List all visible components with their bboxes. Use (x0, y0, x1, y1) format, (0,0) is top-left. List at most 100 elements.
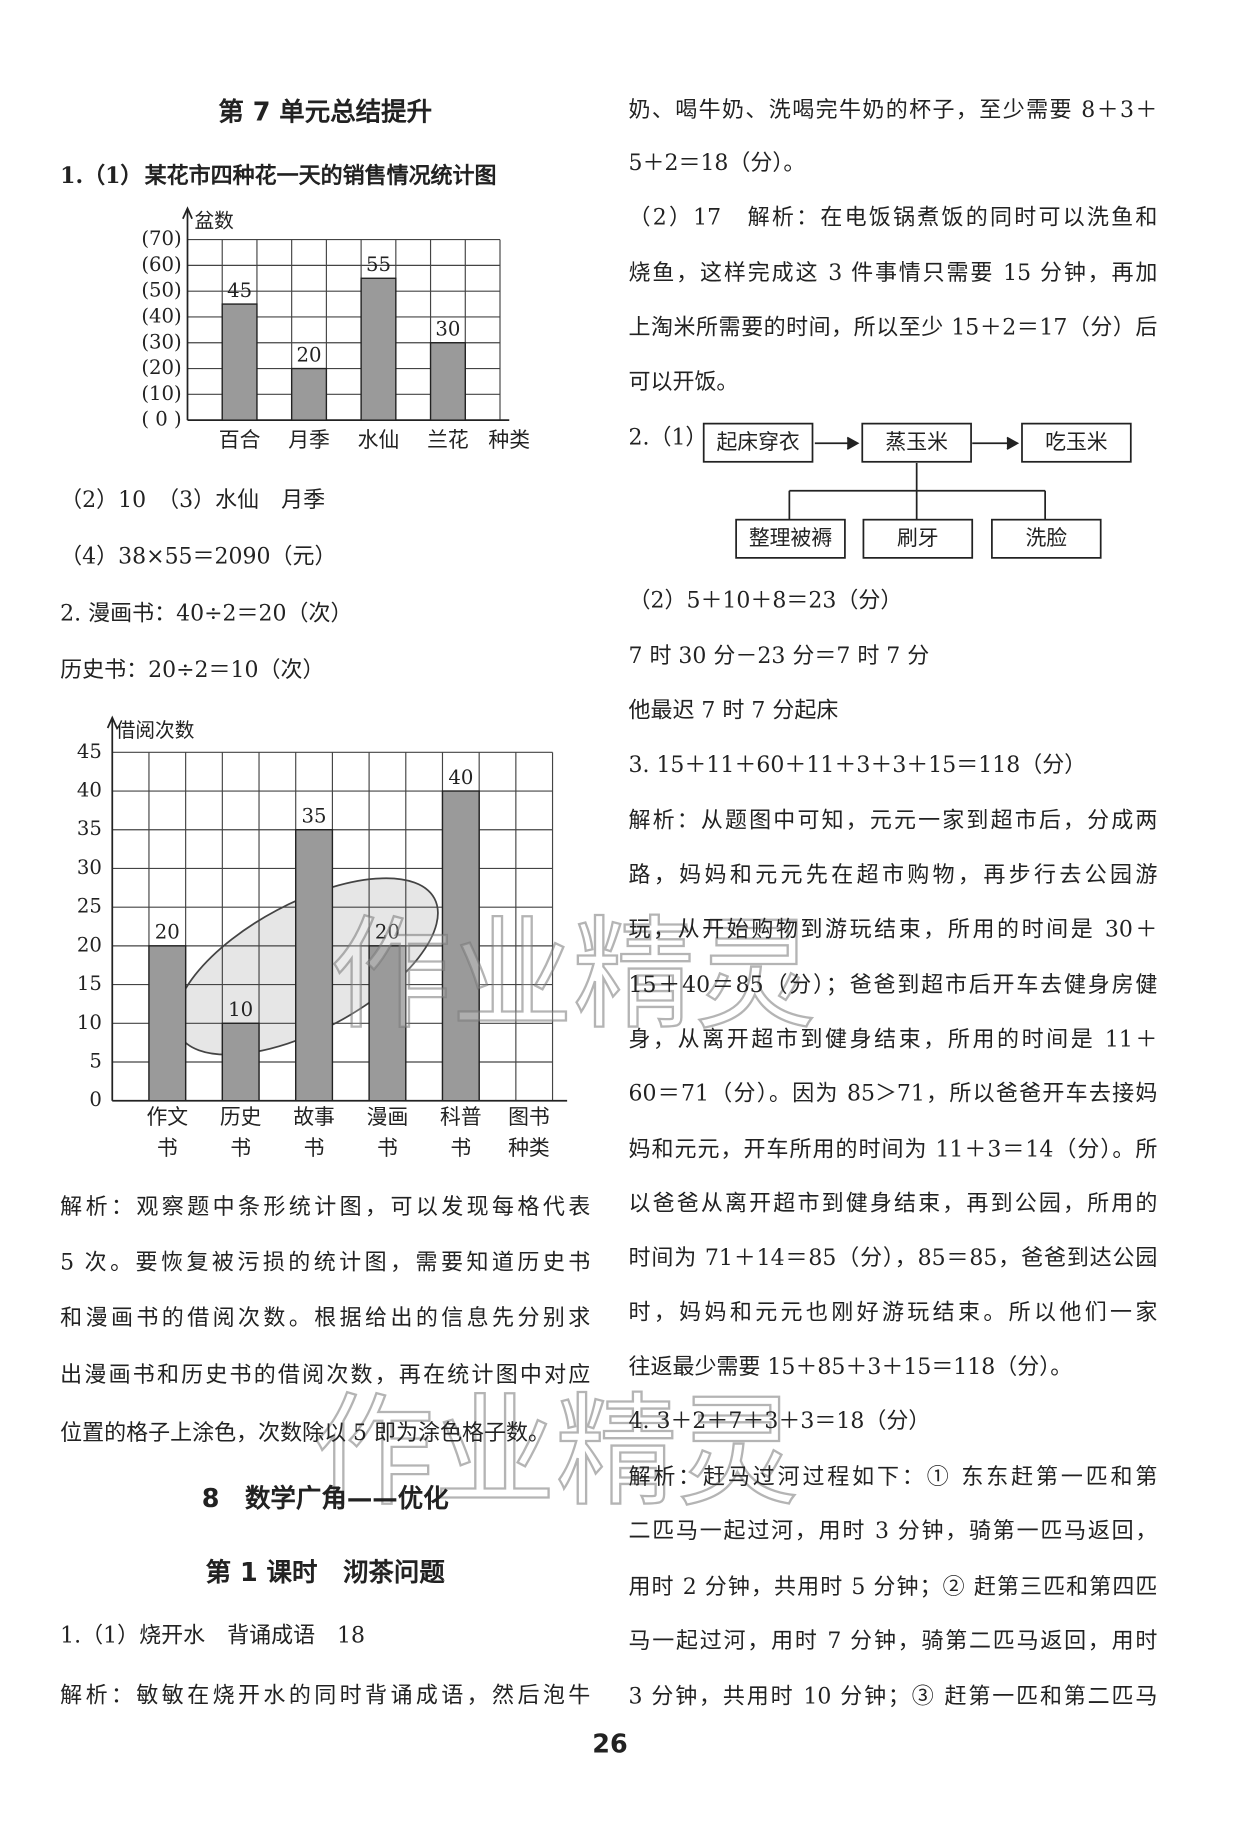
text-line: 15＋40＝85（分）；爸爸到超市后开车去健身房健 (628, 972, 1158, 998)
flow-box (735, 518, 846, 559)
text-line: 路，妈妈和元元先在超市购物，再步行去公园游 (628, 862, 1158, 888)
axis-arrow (182, 206, 193, 220)
text-line: 5＋2＝18（分）。 (628, 150, 806, 176)
text-line: 用时 2 分钟，共用时 5 分钟；② 赶第三匹和第四匹 (628, 1574, 1158, 1600)
x-tick-label: 历史书 (219, 1105, 262, 1161)
text-line: （2）10 （3）水仙 月季 (60, 487, 326, 513)
y-tick-label: 45 (77, 740, 102, 763)
text-line: 以爸爸从离开超市到健身结束，再到公园，所用的 (628, 1190, 1158, 1217)
text-line: 上淘米所需要的时间，所以至少 15＋2＝17（分）后 (628, 314, 1158, 341)
flow-label: 吃玉米 (1045, 430, 1108, 454)
flow-box (861, 422, 972, 463)
x-tick-label: 作文书 (146, 1105, 189, 1161)
data-label: 55 (366, 253, 391, 276)
text-line: 位置的格子上涂色，次数除以 5 即为涂色格子数。 (60, 1420, 550, 1446)
y-tick-label: (10) (141, 382, 181, 405)
text-line: 时，妈妈和元元也刚好游玩结束。所以他们一家 (628, 1299, 1158, 1326)
y-tick-label: 30 (77, 856, 102, 879)
text-line: 2.（1） (628, 424, 708, 451)
y-tick-label: ( 0 ) (141, 408, 181, 431)
text-line: 烧鱼，这样完成这 3 件事情只需要 15 分钟，再加 (628, 260, 1158, 286)
text-line: （4）38×55＝2090（元） (60, 543, 337, 570)
y-tick-label: (30) (141, 330, 181, 353)
data-label: 35 (302, 805, 327, 828)
text-line: 玩，从开始购物到游玩结束，所用的时间是 30＋ (628, 916, 1158, 943)
flow-box (991, 518, 1102, 559)
bar (221, 1022, 260, 1102)
text-line: 历史书：20÷2＝10（次） (60, 657, 325, 683)
y-tick-label: 0 (89, 1088, 102, 1111)
text-line: 妈和元元，开车所用的时间为 11＋3＝14（分）。所 (628, 1136, 1158, 1163)
question-label: 1.（1） (60, 163, 143, 189)
heading: 8 数学广角——优化 (201, 1484, 449, 1514)
axis-arrow (106, 715, 118, 729)
text-line: 可以开饭。 (628, 369, 739, 395)
text-line: 7 时 30 分－23 分＝7 时 7 分 (628, 643, 930, 669)
bar (441, 790, 480, 1102)
y-tick-label: 15 (77, 972, 102, 995)
text-line: 5 次。要恢复被污损的统计图，需要知道历史书 (60, 1250, 591, 1276)
chart-title: 某花市四种花一天的销售情况统计图 (144, 163, 497, 189)
text-line: 4. 3＋2＋7＋3＋3＝18（分） (628, 1408, 931, 1435)
watermark: 作业精灵 (313, 1381, 799, 1523)
bar (360, 277, 397, 421)
bar (221, 303, 258, 421)
text-line: （2）5＋10＋8＝23（分） (628, 587, 903, 614)
text-line: 60＝71（分）。因为 85＞71，所以爸爸开车去接妈 (628, 1081, 1158, 1107)
text-line: 二匹马一起过河，用时 3 分钟，骑第一匹马返回， (628, 1518, 1158, 1544)
y-axis-label: 借阅次数 (116, 719, 195, 742)
text-line: 身，从离开超市到健身结束，所用的时间是 11＋ (628, 1026, 1158, 1053)
flow-box (702, 422, 814, 463)
x-tick-label: 科普书 (439, 1105, 482, 1161)
heading: 第 1 课时 沏茶问题 (205, 1559, 445, 1588)
y-tick-label: (40) (141, 304, 181, 327)
text-line: 3. 15＋11＋60＋11＋3＋3＋15＝118（分） (628, 752, 1087, 778)
x-tick-label: 漫画书 (366, 1105, 409, 1161)
text-line: 和漫画书的借阅次数。根据给出的信息先分别求 (60, 1305, 591, 1332)
x-tick-label: 月季 (288, 428, 330, 453)
y-tick-label: 10 (77, 1011, 102, 1034)
flow-box (862, 518, 974, 559)
watermark: 作业精灵 (330, 904, 816, 1046)
text-line: 往返最少需要 15＋85＋3＋15＝118（分）。 (628, 1354, 1073, 1380)
text-line: 2. 漫画书：40÷2＝20（次） (60, 600, 353, 627)
bar (429, 342, 466, 421)
x-axis-label: 种类 (488, 428, 531, 453)
data-label: 20 (155, 921, 180, 944)
flowchart-lines (788, 436, 1047, 520)
flow-label: 起床穿衣 (716, 430, 799, 454)
y-tick-label: 40 (77, 779, 102, 802)
text-line: 解析：观察题中条形统计图，可以发现每格代表 (60, 1194, 591, 1220)
bar (148, 945, 187, 1102)
text-line: 解析：敏敏在烧开水的同时背诵成语，然后泡牛 (60, 1682, 591, 1709)
heading: 第 7 单元总结提升 (218, 98, 433, 128)
data-label: 45 (227, 279, 252, 302)
data-label: 20 (375, 921, 400, 944)
text-line: 他最迟 7 时 7 分起床 (628, 697, 839, 724)
text-line: （2）17 解析：在电饭锅煮饭的同时可以洗鱼和 (628, 204, 1158, 231)
y-tick-label: (60) (141, 253, 181, 276)
text-line: 马一起过河，用时 7 分钟，骑第二匹马返回，用时 (628, 1628, 1158, 1654)
text-line: 奶、喝牛奶、洗喝完牛奶的杯子，至少需要 8＋3＋ (628, 97, 1158, 123)
data-label: 10 (228, 998, 253, 1021)
x-tick-label: 水仙 (357, 428, 400, 453)
bar (368, 945, 407, 1102)
text-line: 1.（1）烧开水 背诵成语 18 (60, 1622, 366, 1649)
y-tick-label: 25 (77, 895, 102, 918)
y-tick-label: 35 (77, 817, 102, 840)
flow-label: 整理被褥 (749, 526, 832, 550)
y-tick-label: (20) (141, 356, 181, 379)
y-axis-label: 盆数 (194, 210, 234, 233)
y-tick-label: (70) (141, 227, 181, 250)
text-line: 时间为 71＋14＝85（分），85＝85，爸爸到达公园 (628, 1245, 1158, 1271)
x-axis-label: 图书种类 (508, 1105, 550, 1161)
y-tick-label: 5 (89, 1049, 102, 1072)
text-line: 解析：从题图中可知，元元一家到超市后，分成两 (628, 807, 1158, 834)
flow-label: 蒸玉米 (885, 430, 948, 454)
y-tick-label: (50) (141, 279, 181, 302)
bar (295, 829, 334, 1102)
flow-label: 洗脸 (1025, 526, 1067, 550)
flow-box (1021, 422, 1132, 463)
